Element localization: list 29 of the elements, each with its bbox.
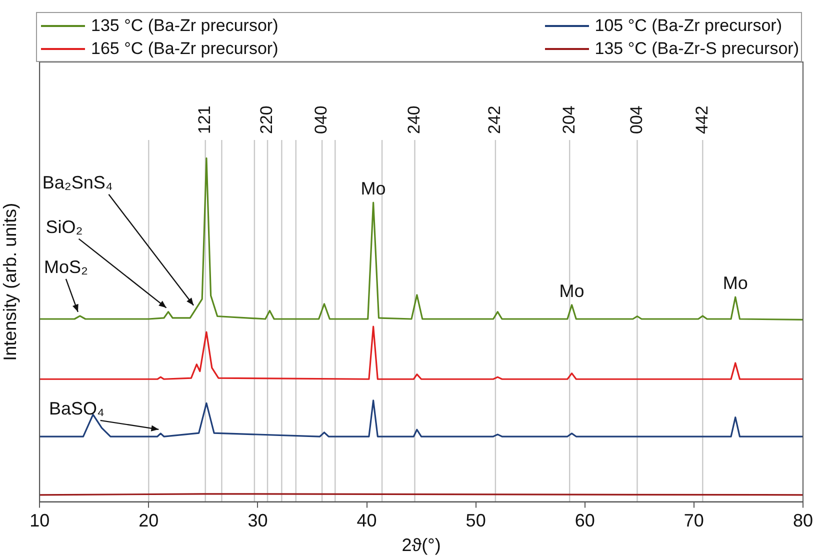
x-axis-title: 2ϑ(°) <box>402 535 441 556</box>
annotation: Ba₂SnS₄ <box>42 172 113 192</box>
legend-label: 135 °C (Ba-Zr precursor) <box>91 16 278 36</box>
text: 442 <box>692 106 712 134</box>
text: 004 <box>626 106 646 134</box>
annotation: MoS₂ <box>44 256 88 277</box>
x-tick-label: 80 <box>792 510 814 531</box>
x-tick-label: 30 <box>248 510 268 531</box>
text: 204 <box>559 106 578 134</box>
legend-label: 165 °C (Ba-Zr precursor) <box>91 38 278 58</box>
x-tick-label: 70 <box>684 510 704 531</box>
text: 220 <box>257 106 276 134</box>
annotation: Mo <box>722 272 748 293</box>
x-tick-label: 20 <box>138 510 159 531</box>
x-tick-label: 50 <box>466 510 486 531</box>
text: 040 <box>312 106 331 134</box>
x-tick-label: 40 <box>356 510 377 531</box>
text: 121 <box>195 106 214 134</box>
annotation: BaSO₄ <box>48 398 104 418</box>
annotation: Mo <box>360 178 386 198</box>
text: 242 <box>485 106 504 134</box>
text: 240 <box>404 106 424 134</box>
x-tick-label: 10 <box>30 510 50 531</box>
x-tick-label: 60 <box>574 510 595 531</box>
y-axis-title: Intensity (arb. units) <box>0 202 20 361</box>
annotation: Mo <box>559 280 584 301</box>
legend-label: 135 °C (Ba-Zr-S precursor) <box>594 38 799 58</box>
legend-label: 105 °C (Ba-Zr precursor) <box>594 16 782 36</box>
annotation: SiO₂ <box>46 216 83 237</box>
